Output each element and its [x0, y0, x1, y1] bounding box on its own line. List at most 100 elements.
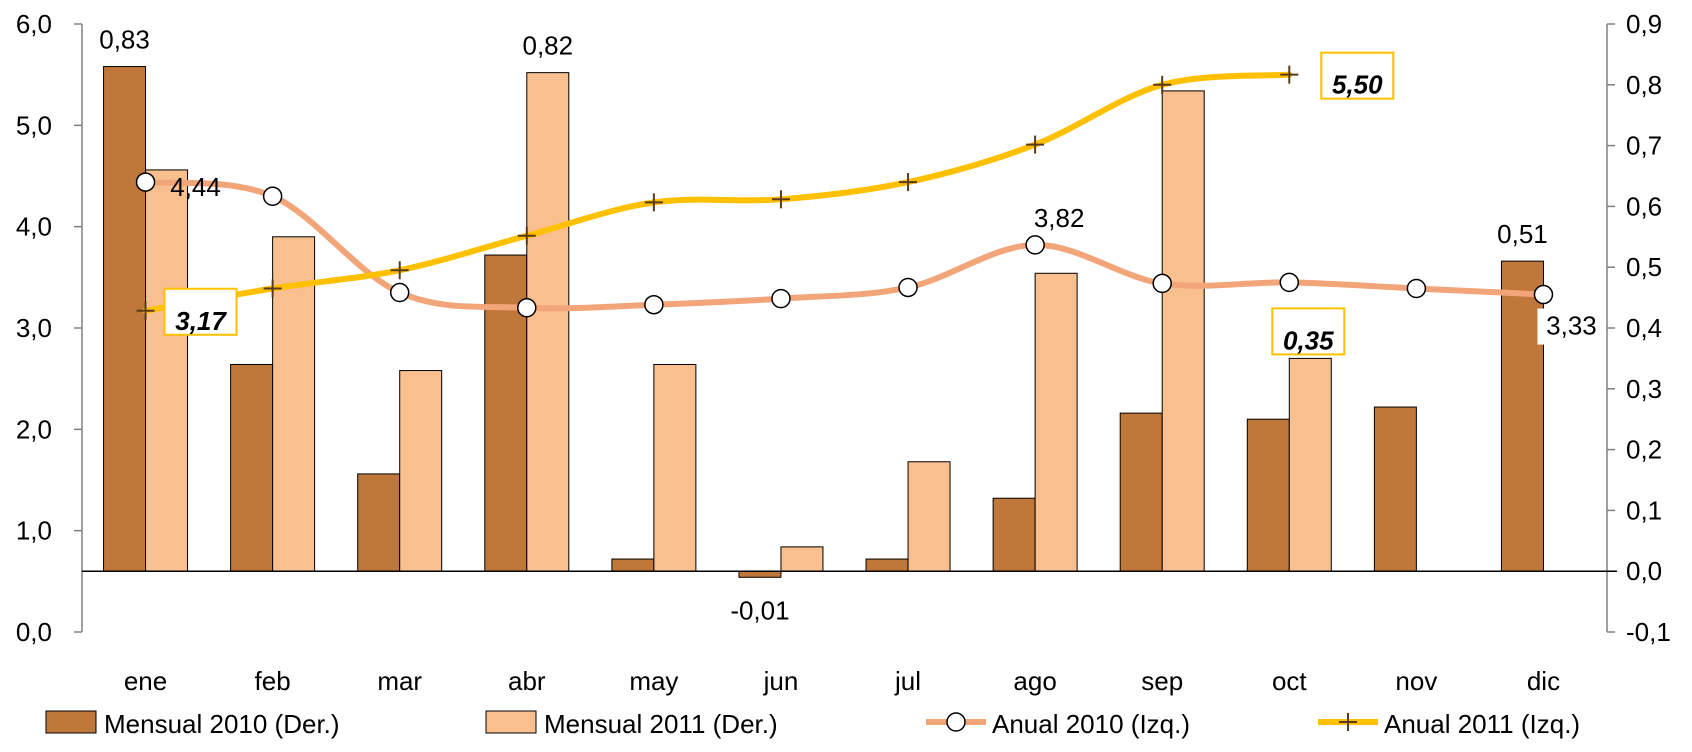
x-tick-label: mar — [377, 666, 422, 696]
x-tick-label: ago — [1013, 666, 1056, 696]
legend-swatch — [45, 710, 97, 734]
legend-swatch — [485, 710, 537, 734]
right-tick-label: 0,7 — [1626, 131, 1662, 161]
marker-anual-2011 — [390, 261, 409, 280]
left-tick-label: 3,0 — [16, 313, 52, 343]
left-axis: 0,0 1,0 2,0 3,0 4,0 5,0 6,0 — [16, 9, 83, 647]
bar-mensual-2011 — [780, 546, 824, 572]
data-label-box — [1320, 51, 1395, 100]
data-label: 5,50 — [1332, 70, 1383, 100]
marker-anual-2010 — [1533, 284, 1554, 305]
marker-anual-2010 — [517, 297, 537, 318]
bar-mensual-2011 — [272, 236, 316, 572]
legend-label: Mensual 2010 (Der.) — [104, 709, 340, 739]
bar-mensual-2010 — [103, 66, 147, 572]
marker-anual-2011 — [771, 190, 790, 209]
bar-mensual-2011 — [907, 461, 951, 572]
line-anual-2011 — [142, 71, 1293, 314]
data-label: 3,17 — [175, 306, 227, 336]
bar-mensual-2010 — [230, 363, 274, 572]
bar-mensual-2011 — [653, 363, 697, 572]
bar-mensual-2011 — [145, 169, 189, 572]
marker-anual-2010 — [644, 294, 664, 315]
left-tick-label: 4,0 — [16, 212, 52, 242]
legend-label: Anual 2011 (Izq.) — [1384, 709, 1580, 739]
data-label-bg — [1537, 308, 1606, 345]
bar-mensual-2010 — [738, 570, 782, 578]
bar-mensual-2011 — [526, 72, 570, 572]
x-tick-label: jul — [894, 666, 921, 696]
right-tick-label: 0,0 — [1626, 556, 1662, 586]
right-tick-label: 0,8 — [1626, 70, 1662, 100]
right-tick-label: 0,3 — [1626, 374, 1662, 404]
legend-marker — [946, 712, 966, 732]
x-tick-label: abr — [508, 666, 546, 696]
marker-anual-2010 — [771, 288, 791, 309]
data-labels: 0,83 0,82 -0,01 0,51 0,35 4,44 3,82 3,33 3,17 5,5… — [99, 25, 1606, 625]
x-tick-label: feb — [255, 666, 291, 696]
marker-anual-2010 — [898, 277, 918, 298]
bar-mensual-2010 — [1373, 406, 1417, 572]
right-axis: -0,1 0,0 0,1 0,2 0,3 0,4 0,5 0,6 0,7 0,8 0,9 — [1606, 9, 1671, 647]
bar-mensual-2011 — [399, 370, 443, 572]
right-tick-label: 0,4 — [1626, 313, 1662, 343]
x-axis-labels: ene feb mar abr may jun jul ago sep oct nov dic — [124, 666, 1560, 696]
marker-anual-2010 — [1406, 278, 1427, 299]
data-label: 3,33 — [1546, 311, 1597, 341]
bar-mensual-2011 — [1161, 90, 1205, 572]
left-tick-label: 2,0 — [16, 414, 52, 444]
data-label: 3,82 — [1034, 203, 1085, 233]
marker-anual-2010 — [389, 282, 410, 303]
line-series — [142, 71, 1547, 314]
x-tick-label: may — [629, 666, 678, 696]
right-tick-label: 0,1 — [1626, 495, 1662, 525]
line-markers — [135, 65, 1554, 320]
legend: Mensual 2010 (Der.) Mensual 2011 (Der.) An… — [45, 709, 1580, 739]
left-tick-label: 5,0 — [16, 110, 52, 140]
x-tick-label: sep — [1141, 666, 1183, 696]
bar-series — [103, 66, 1544, 578]
data-label: 0,51 — [1497, 219, 1548, 249]
data-label-box — [1271, 307, 1346, 356]
data-label: 0,83 — [99, 25, 150, 55]
data-label: 0,35 — [1283, 325, 1334, 355]
data-label: -0,01 — [730, 595, 789, 625]
marker-anual-2011 — [136, 301, 155, 320]
marker-anual-2011 — [1026, 135, 1045, 154]
x-tick-label: jun — [763, 666, 799, 696]
right-tick-label: 0,2 — [1626, 435, 1662, 465]
marker-anual-2011 — [517, 226, 536, 245]
x-tick-label: dic — [1527, 666, 1560, 696]
marker-anual-2010 — [135, 172, 156, 192]
left-tick-label: 0,0 — [16, 617, 52, 647]
marker-anual-2011 — [263, 279, 282, 298]
x-tick-label: oct — [1272, 666, 1307, 696]
marker-anual-2011 — [899, 173, 918, 192]
marker-anual-2010 — [1279, 272, 1300, 293]
right-tick-label: 0,5 — [1626, 252, 1662, 282]
marker-anual-2011 — [1153, 75, 1172, 94]
line-anual-2010 — [142, 179, 1547, 312]
bar-mensual-2010 — [611, 558, 655, 572]
x-tick-label: nov — [1395, 666, 1437, 696]
legend-label: Mensual 2011 (Der.) — [544, 709, 778, 739]
bar-mensual-2010 — [992, 497, 1036, 572]
left-tick-label: 1,0 — [16, 516, 52, 546]
bar-mensual-2010 — [1246, 418, 1290, 572]
bar-mensual-2010 — [1500, 260, 1544, 572]
marker-anual-2010 — [1025, 235, 1045, 255]
marker-anual-2011 — [1280, 65, 1299, 84]
right-tick-label: 0,6 — [1626, 191, 1662, 221]
marker-anual-2010 — [262, 186, 283, 207]
marker-anual-2010 — [1152, 273, 1172, 294]
bar-mensual-2010 — [1119, 412, 1163, 572]
data-label: 4,44 — [170, 172, 221, 202]
bar-mensual-2011 — [1288, 357, 1332, 572]
bar-mensual-2011 — [1034, 272, 1078, 572]
bar-mensual-2010 — [865, 558, 909, 572]
left-tick-label: 6,0 — [16, 9, 52, 39]
right-tick-label: -0,1 — [1626, 617, 1671, 647]
marker-anual-2011 — [644, 193, 663, 212]
data-label: 0,82 — [522, 31, 573, 61]
